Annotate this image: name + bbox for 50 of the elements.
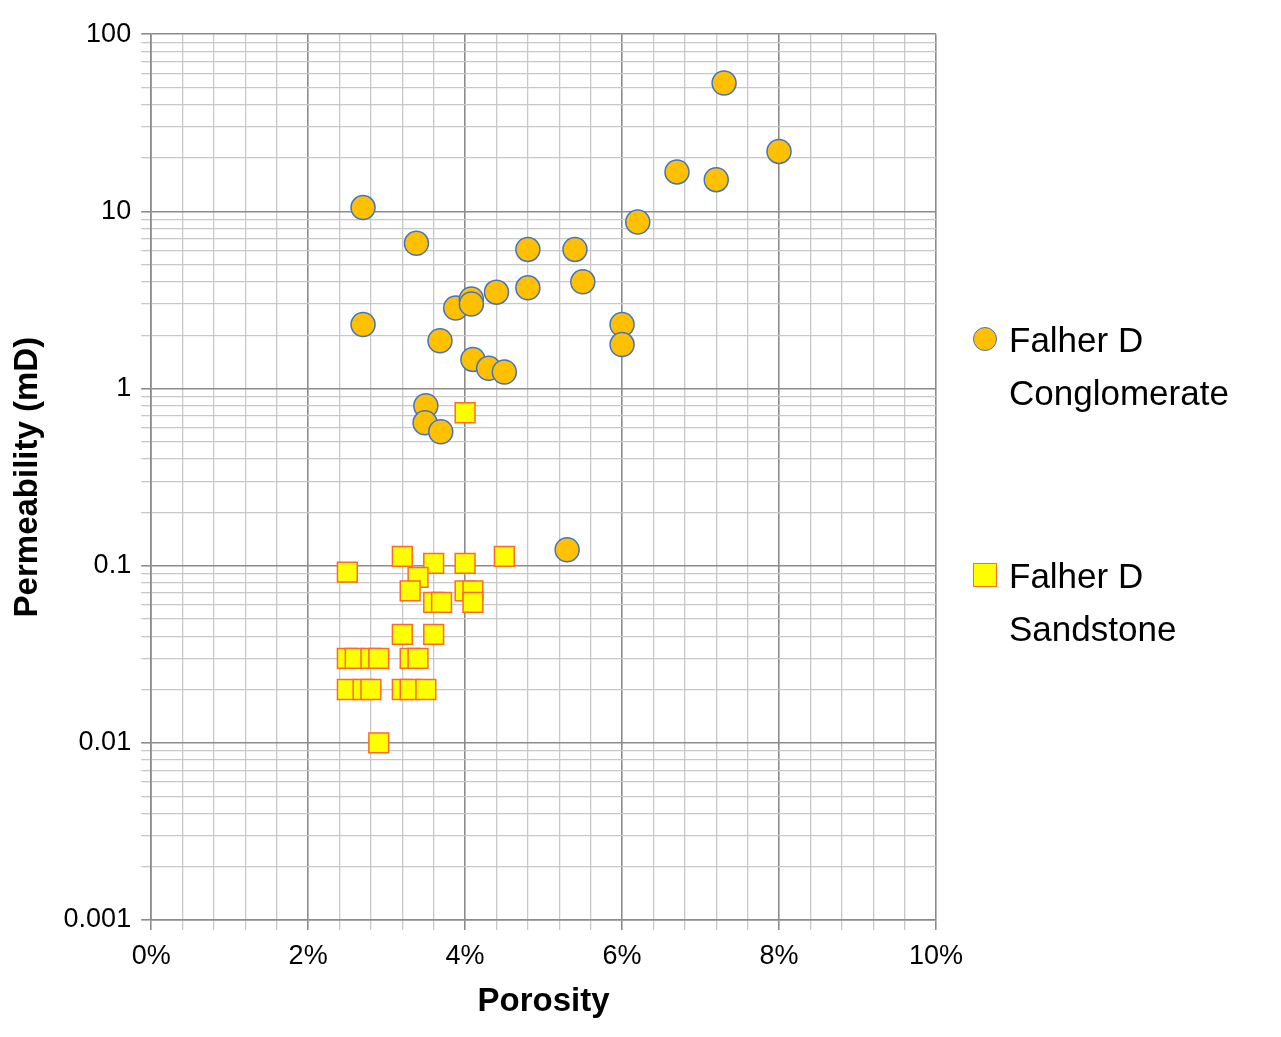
y-tick-label: 10 xyxy=(101,194,132,225)
point xyxy=(483,279,510,305)
point xyxy=(350,194,376,221)
x-tick-label: 10% xyxy=(908,939,963,970)
point xyxy=(454,552,476,575)
point xyxy=(711,70,737,96)
point xyxy=(664,159,690,185)
legend-label: Falher D Conglomerate xyxy=(1009,319,1230,414)
point xyxy=(350,311,376,338)
point xyxy=(454,402,476,424)
point xyxy=(515,275,541,301)
point xyxy=(427,328,453,354)
point xyxy=(428,419,454,445)
point xyxy=(554,537,580,563)
point xyxy=(430,591,453,614)
legend-label: Falher D Sandstone xyxy=(1009,555,1178,650)
y-tick-label: 0.1 xyxy=(93,549,132,580)
point xyxy=(609,331,635,358)
point xyxy=(491,359,518,385)
point xyxy=(360,678,382,701)
point xyxy=(336,561,359,583)
y-tick-label: 0.01 xyxy=(78,726,132,757)
point xyxy=(462,591,484,614)
point xyxy=(458,291,485,317)
point xyxy=(407,647,429,669)
x-tick-label: 8% xyxy=(759,939,799,970)
point xyxy=(391,545,413,567)
point xyxy=(493,545,515,567)
point xyxy=(368,732,390,754)
y-tick-label: 100 xyxy=(86,17,132,48)
point xyxy=(391,623,413,645)
x-tick-label: 0% xyxy=(131,939,171,970)
x-axis-title: Porosity xyxy=(477,981,611,1019)
point xyxy=(562,236,588,263)
point xyxy=(570,269,596,295)
point xyxy=(625,209,651,235)
y-axis-title: Permeability (mD) xyxy=(6,336,44,618)
y-tick-label: 1 xyxy=(116,371,132,402)
x-tick-label: 6% xyxy=(602,939,642,970)
point xyxy=(399,580,421,602)
y-tick-label: 0.001 xyxy=(63,903,132,934)
point xyxy=(368,647,390,669)
point xyxy=(423,623,445,645)
point xyxy=(403,230,430,257)
x-tick-label: 4% xyxy=(445,939,485,970)
point xyxy=(703,166,729,193)
point xyxy=(515,236,541,263)
point xyxy=(415,678,437,701)
x-tick-label: 2% xyxy=(288,939,328,970)
point xyxy=(766,138,792,165)
